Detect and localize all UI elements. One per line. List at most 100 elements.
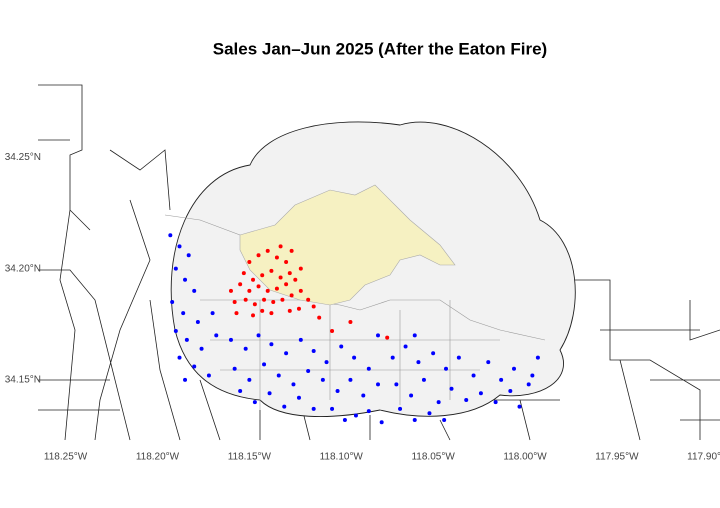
sale-point (366, 366, 371, 371)
sale-point (186, 253, 191, 258)
sale-point (168, 233, 173, 238)
sale-point (170, 300, 175, 305)
sale-point (228, 337, 233, 342)
sale-point (449, 386, 454, 391)
sale-point (478, 391, 483, 396)
sale-point (214, 333, 219, 338)
sale-point (251, 277, 256, 282)
x-tick-label: 118.25°W (44, 452, 88, 463)
sale-point (298, 337, 303, 342)
sale-point (284, 259, 289, 264)
sale-point (296, 306, 301, 311)
sale-point (271, 300, 276, 305)
sale-point (366, 409, 371, 414)
sale-point (238, 389, 243, 394)
sale-point (512, 366, 516, 371)
sale-point (348, 320, 353, 325)
sale-point (436, 400, 441, 405)
sale-point (278, 275, 283, 280)
sale-point (251, 313, 256, 318)
sale-point (296, 395, 301, 400)
sale-point (442, 417, 447, 422)
sale-point (530, 373, 535, 378)
sale-point (269, 342, 274, 347)
sale-point (464, 397, 469, 402)
sale-point (184, 337, 189, 342)
sale-point (342, 417, 347, 422)
sale-point (311, 348, 316, 353)
y-tick-label: 34.20°N (5, 263, 41, 274)
sale-point (324, 360, 329, 365)
sale-point (256, 253, 261, 258)
sale-point (339, 344, 344, 349)
sale-point (256, 333, 261, 338)
y-tick-label: 34.15°N (5, 375, 41, 386)
sale-point (262, 297, 267, 302)
sale-point (252, 400, 257, 405)
y-tick-label: 34.25°N (5, 152, 41, 163)
sale-point (535, 355, 540, 360)
sale-point (256, 284, 261, 289)
sale-point (278, 244, 283, 249)
sale-point (195, 320, 200, 325)
sale-point (177, 355, 182, 360)
sale-point (206, 373, 211, 378)
sale-point (192, 288, 197, 293)
sale-point (444, 366, 448, 371)
sale-point (376, 333, 380, 338)
sale-point (287, 308, 292, 313)
sale-point (398, 406, 403, 411)
sale-point (493, 400, 498, 405)
x-tick-label: 118.05°W (411, 452, 455, 463)
basemap (38, 84, 720, 441)
x-tick-label: 118.20°W (136, 452, 180, 463)
sale-point (177, 244, 182, 249)
sale-point (311, 304, 316, 309)
sale-point (456, 355, 461, 360)
sale-point (330, 328, 335, 333)
sale-point (306, 369, 311, 374)
sale-point (262, 362, 267, 367)
sale-point (499, 377, 504, 382)
sale-point (385, 335, 390, 340)
sale-point (431, 351, 436, 356)
sale-point (311, 406, 316, 411)
sale-point (183, 377, 188, 382)
x-tick-label: 117.90°W (687, 452, 720, 463)
sale-point (234, 311, 239, 316)
x-tick-label: 118.00°W (503, 452, 547, 463)
sale-point (173, 266, 178, 271)
sale-point (421, 377, 426, 382)
sale-point (247, 259, 252, 264)
sale-point (232, 366, 237, 371)
sale-point (173, 328, 178, 333)
sale-point (412, 417, 417, 422)
sale-point (228, 288, 233, 293)
sale-point (289, 293, 294, 298)
sale-point (394, 382, 399, 387)
sale-point (243, 346, 248, 351)
sale-point (260, 308, 265, 313)
sale-point (267, 391, 272, 396)
sale-point (298, 288, 303, 293)
sale-point (274, 286, 279, 291)
sale-point (379, 420, 384, 425)
sale-point (181, 311, 186, 316)
sale-point (317, 315, 322, 320)
sale-point (247, 377, 252, 382)
sale-point (471, 373, 476, 378)
sale-point (238, 282, 243, 287)
sale-point (306, 297, 311, 302)
chart-title: Sales Jan–Jun 2025 (After the Eaton Fire… (213, 39, 547, 58)
sale-point (526, 382, 531, 387)
sale-point (298, 266, 303, 271)
sale-point (265, 288, 270, 293)
x-tick-label: 118.15°W (228, 452, 272, 463)
sale-point (284, 351, 289, 356)
sale-point (210, 311, 215, 316)
sale-point (353, 413, 358, 418)
sale-point (517, 404, 522, 409)
sale-point (252, 302, 257, 307)
sale-point (192, 364, 197, 369)
